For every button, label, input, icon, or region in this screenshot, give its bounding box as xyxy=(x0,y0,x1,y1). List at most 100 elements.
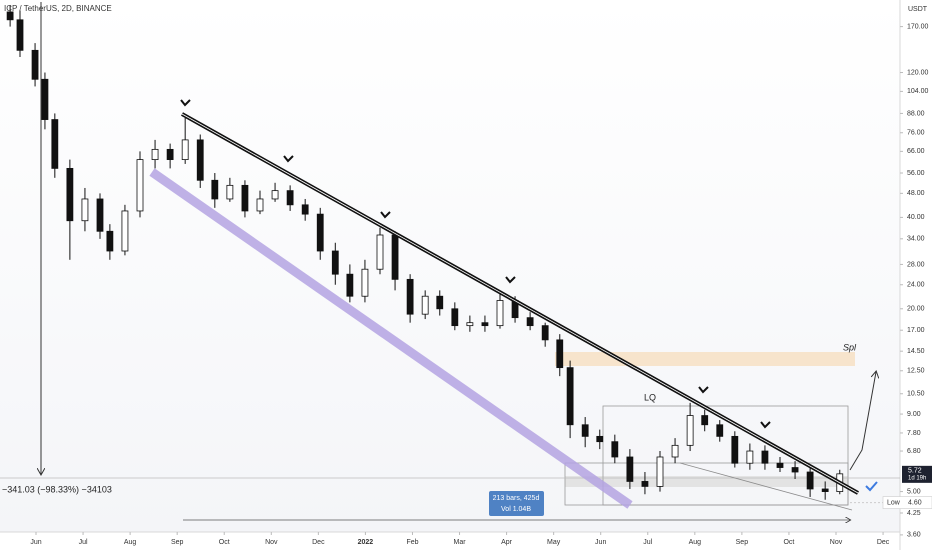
x-tick-label: Aug xyxy=(124,539,137,546)
candle-body xyxy=(121,210,129,252)
measure-label: −341.03 (−98.33%) −34103 xyxy=(2,484,112,494)
check-icon xyxy=(865,481,878,492)
pivot-mark xyxy=(760,421,771,429)
candle-body xyxy=(496,300,504,327)
candle-body xyxy=(331,250,339,275)
x-tick-label: Oct xyxy=(219,539,230,546)
candle-body xyxy=(466,322,474,327)
candle-body xyxy=(596,435,604,443)
bars-label: 213 bars, 425d xyxy=(493,495,540,502)
x-tick-label: Sep xyxy=(736,539,749,546)
candle-body xyxy=(556,339,564,369)
y-tick-label: 3.60 xyxy=(907,532,921,539)
candle-body xyxy=(686,415,694,446)
y-tick-label: 170.00 xyxy=(907,23,929,30)
candle-body xyxy=(451,308,459,327)
lq-box xyxy=(602,405,849,506)
candle-body xyxy=(271,190,279,200)
candle-body xyxy=(226,184,234,200)
candle-body xyxy=(776,462,784,468)
currency-label: USDT xyxy=(908,6,928,13)
y-tick-label: 17.00 xyxy=(907,327,925,334)
x-tick-label: Jul xyxy=(643,539,652,546)
chart-title: ICP / TetherUS, 2D, BINANCE xyxy=(4,4,112,13)
candle-body xyxy=(641,481,649,487)
candle-body xyxy=(526,317,534,327)
y-tick-label: 34.00 xyxy=(907,236,925,243)
volume-label: Vol 1.04B xyxy=(501,506,531,513)
downtrend-line-inner xyxy=(181,113,859,494)
x-tick-label: Aug xyxy=(689,539,702,546)
pivot-mark xyxy=(180,99,191,107)
y-tick-label: 66.00 xyxy=(907,148,925,155)
x-tick-label: May xyxy=(547,539,561,546)
y-tick-label: 104.00 xyxy=(907,88,929,95)
candle-body xyxy=(211,179,219,200)
candles xyxy=(6,5,844,500)
candle-body xyxy=(701,415,709,426)
candle-body xyxy=(196,139,204,181)
y-tick-label: 20.00 xyxy=(907,306,925,313)
candle-body xyxy=(346,273,354,297)
y-tick-label: 24.00 xyxy=(907,282,925,289)
y-tick-label: 120.00 xyxy=(907,69,929,76)
candle-body xyxy=(791,467,799,473)
y-tick-label: 4.25 xyxy=(907,510,921,517)
y-tick-label: 40.00 xyxy=(907,214,925,221)
x-tick-label: Oct xyxy=(783,539,794,546)
y-tick-label: 5.00 xyxy=(907,488,921,495)
last-price-label: 5.72 xyxy=(908,468,922,475)
candle-body xyxy=(301,204,309,215)
candle-body xyxy=(481,322,489,327)
y-tick-label: 56.00 xyxy=(907,170,925,177)
candle-body xyxy=(806,471,814,490)
y-tick-label: 48.00 xyxy=(907,190,925,197)
x-tick-label: Nov xyxy=(830,539,843,546)
x-tick-label: Nov xyxy=(265,539,278,546)
low-price-label: 4.60 xyxy=(908,499,922,506)
candle-body xyxy=(376,234,384,270)
candle-body xyxy=(391,234,399,280)
candle-body xyxy=(316,213,324,252)
pivot-mark xyxy=(698,386,709,394)
x-tick-label: Jun xyxy=(595,539,606,546)
candle-body xyxy=(731,435,739,464)
y-tick-label: 10.50 xyxy=(907,391,925,398)
x-tick-label: Sep xyxy=(171,539,184,546)
candle-body xyxy=(716,424,724,437)
x-tick-label: Apr xyxy=(501,539,513,546)
candle-body xyxy=(421,295,429,315)
x-tick-label: Dec xyxy=(877,539,890,546)
candle-body xyxy=(41,78,49,120)
countdown-label: 1d 19h xyxy=(908,475,926,481)
candle-body xyxy=(181,139,189,161)
y-tick-label: 9.00 xyxy=(907,411,921,418)
candle-body xyxy=(6,11,14,21)
x-tick-label: Feb xyxy=(406,539,418,546)
candle-body xyxy=(406,278,414,315)
candle-body xyxy=(671,444,679,458)
x-tick-label: Dec xyxy=(312,539,325,546)
spl-label: Spl xyxy=(843,342,857,352)
y-tick-label: 6.80 xyxy=(907,448,921,455)
x-tick-label: Jul xyxy=(79,539,88,546)
candle-body xyxy=(286,190,294,206)
candle-body xyxy=(51,119,59,169)
candle-body xyxy=(436,295,444,310)
candle-body xyxy=(761,450,769,464)
low-caption: Low xyxy=(887,499,901,506)
measure-box xyxy=(489,491,544,516)
y-tick-label: 28.00 xyxy=(907,261,925,268)
candle-body xyxy=(66,167,74,222)
candle-body xyxy=(151,148,159,161)
y-tick-label: 12.50 xyxy=(907,368,925,375)
y-tick-label: 14.50 xyxy=(907,348,925,355)
low-box xyxy=(882,496,932,509)
y-tick-label: 76.00 xyxy=(907,130,925,137)
candle-body xyxy=(136,159,144,212)
candle-body xyxy=(256,198,264,212)
x-tick-label: Mar xyxy=(453,539,466,546)
pivot-marks xyxy=(180,99,771,429)
lq-label: LQ xyxy=(644,392,656,402)
